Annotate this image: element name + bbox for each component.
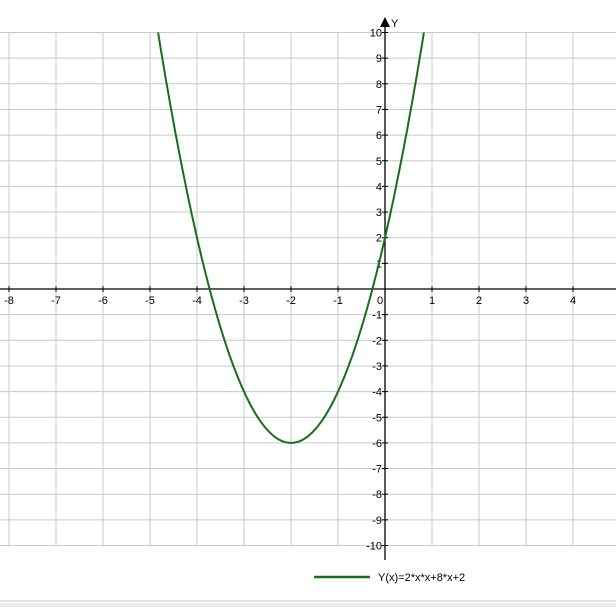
x-tick-label: -8: [4, 295, 14, 307]
y-tick-label: 6: [376, 130, 382, 142]
x-tick-label: -2: [286, 295, 296, 307]
x-tick-label: 0: [377, 295, 383, 307]
y-tick-label: -5: [372, 412, 382, 424]
x-tick-label: -6: [98, 295, 108, 307]
y-tick-label: 7: [376, 104, 382, 116]
y-tick-label: -2: [372, 335, 382, 347]
y-tick-label: 4: [376, 181, 382, 193]
x-tick-label: -4: [192, 295, 202, 307]
y-tick-label: -8: [372, 489, 382, 501]
y-tick-label: -9: [372, 515, 382, 527]
x-tick-label: 3: [523, 295, 529, 307]
x-tick-label: 2: [476, 295, 482, 307]
legend-label: Y(x)=2*x*x+8*x+2: [378, 572, 465, 584]
y-axis-arrow: [380, 17, 390, 27]
series-line: [157, 32, 425, 444]
y-tick-label: -4: [372, 387, 382, 399]
y-tick-label: -6: [372, 438, 382, 450]
y-tick-label: 9: [376, 53, 382, 65]
y-tick-label: 2: [376, 233, 382, 245]
x-tick-label: 4: [570, 295, 576, 307]
y-tick-label: -10: [366, 541, 382, 553]
x-tick-label: -3: [239, 295, 249, 307]
y-axis-label: Y: [391, 18, 399, 30]
x-tick-label: -1: [333, 295, 343, 307]
x-tick-label: 1: [429, 295, 435, 307]
y-tick-label: -1: [372, 310, 382, 322]
y-tick-label: -3: [372, 361, 382, 373]
x-tick-label: -7: [51, 295, 61, 307]
x-tick-label: -5: [145, 295, 155, 307]
y-tick-label: 3: [376, 207, 382, 219]
y-tick-label: 10: [370, 28, 382, 40]
y-tick-label: 5: [376, 156, 382, 168]
bottom-strip: [0, 603, 616, 607]
y-tick-label: 8: [376, 79, 382, 91]
y-tick-label: -7: [372, 464, 382, 476]
